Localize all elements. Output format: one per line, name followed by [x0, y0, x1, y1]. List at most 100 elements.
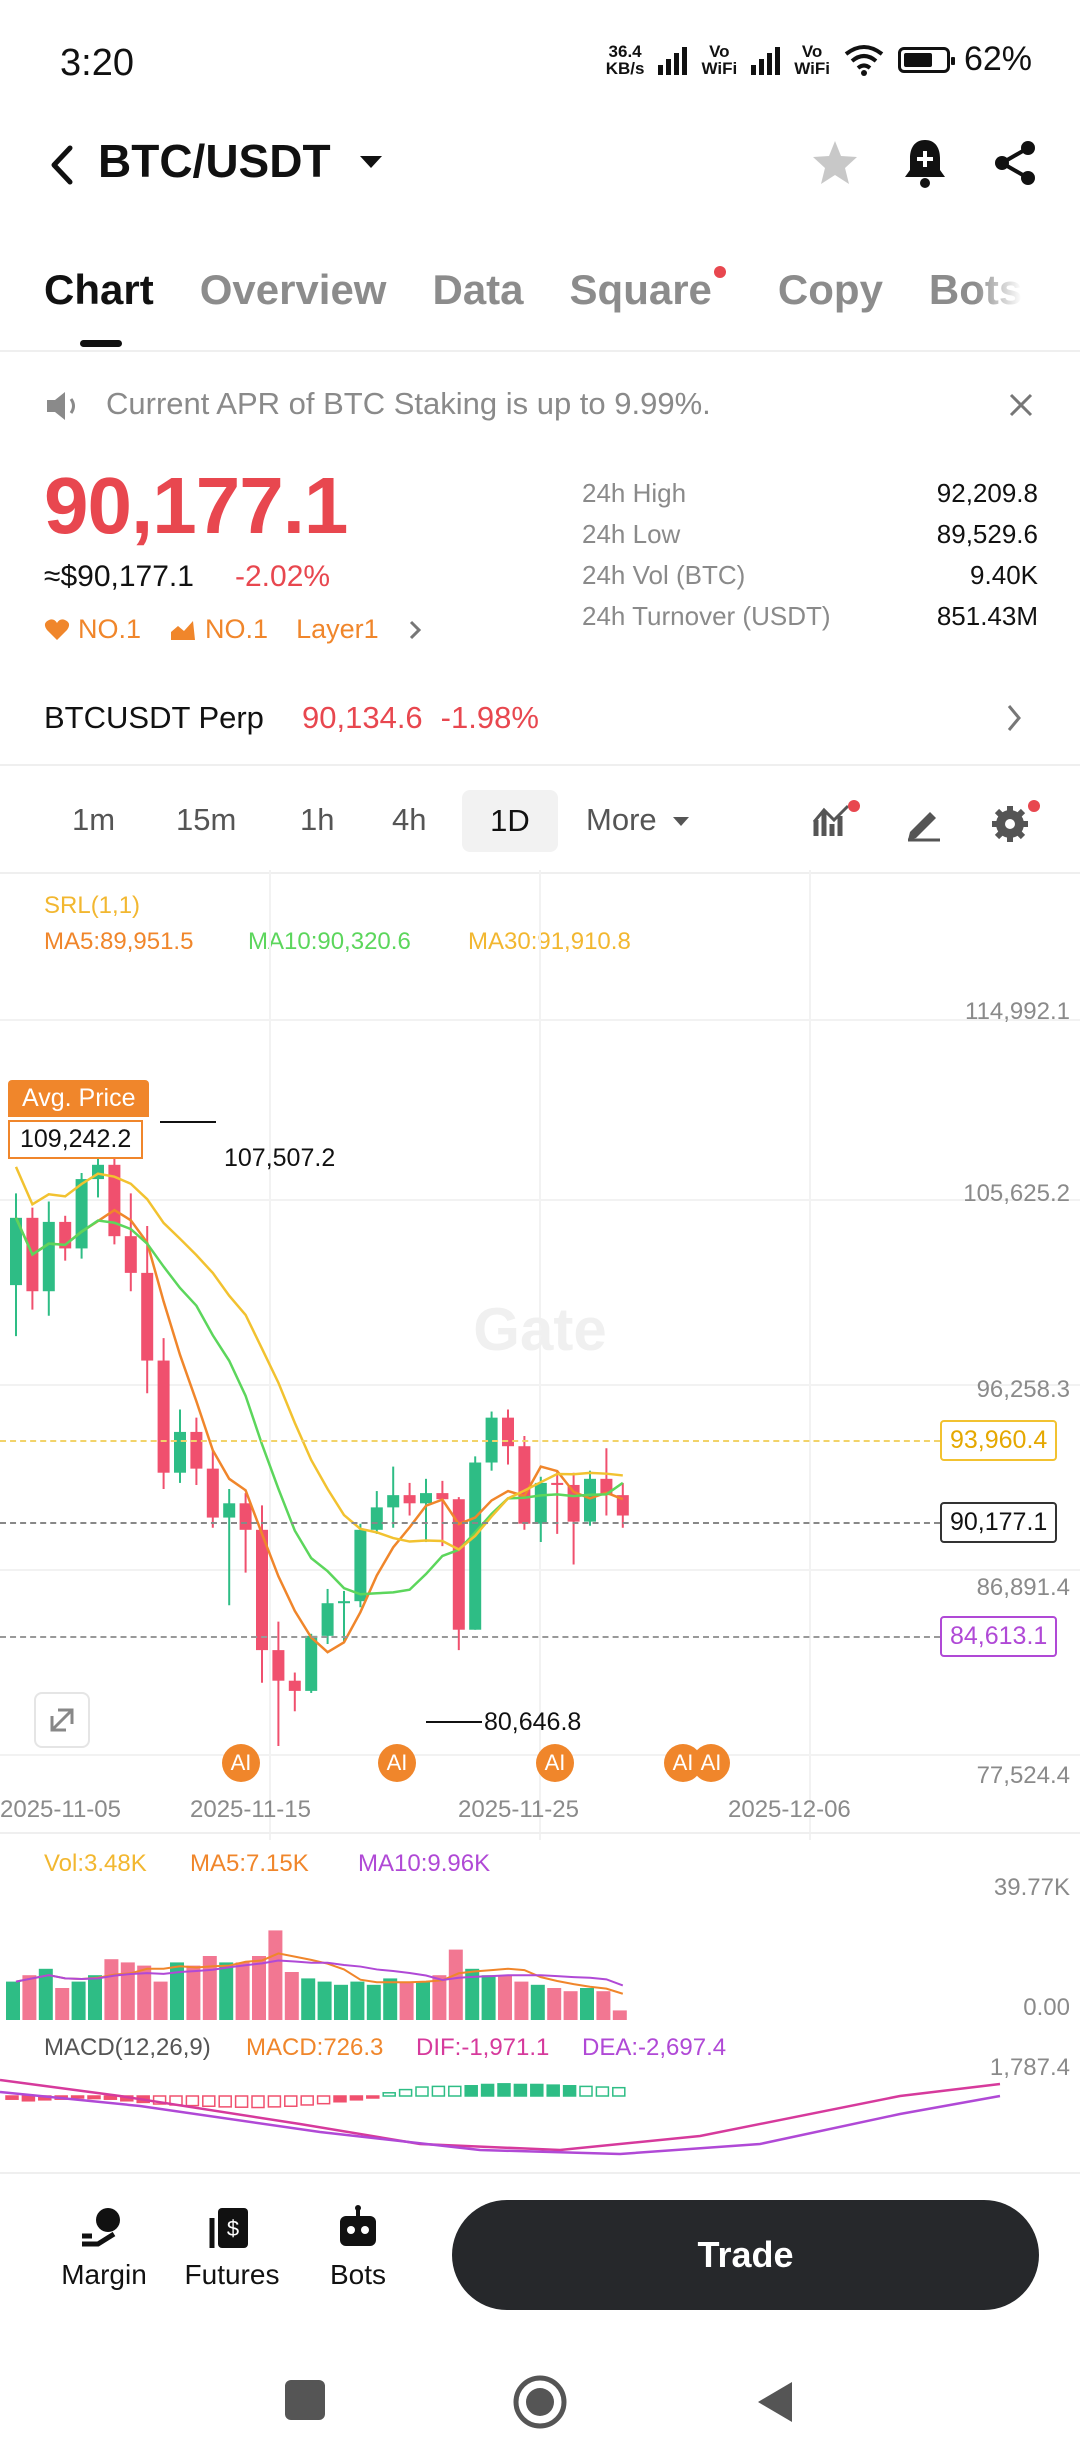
- volume-bar: [547, 1988, 562, 2020]
- macd-bar: [546, 2084, 560, 2097]
- stat-label: 24h Vol (BTC): [582, 560, 746, 590]
- volume-bar: [399, 1981, 414, 2020]
- volume-bar: [612, 2010, 627, 2020]
- net-speed: 36.4 KB/s: [605, 41, 645, 78]
- volume-bar: [6, 1981, 20, 2020]
- macd-bar: [448, 2085, 462, 2097]
- trend-tag[interactable]: NO.1: [169, 614, 268, 645]
- candle-body: [469, 1462, 482, 1630]
- chevron-right-icon[interactable]: [1004, 702, 1024, 734]
- volume-bar: [153, 1981, 168, 2020]
- volume-bar: [317, 1981, 332, 2020]
- indicator-icon[interactable]: [812, 800, 864, 844]
- divider: [0, 1832, 1080, 1834]
- perp-price[interactable]: 90,134.6 -1.98%: [302, 700, 539, 736]
- stat-high: 24h High 92,209.8: [582, 478, 1038, 519]
- rank-tag[interactable]: NO.1: [44, 614, 141, 645]
- announcement-text[interactable]: Current APR of BTC Staking is up to 9.99…: [106, 386, 711, 421]
- nav-bots[interactable]: Bots: [298, 2204, 418, 2291]
- ma30-line: [14, 1166, 623, 1551]
- y-axis-label: 77,524.4: [976, 1762, 1070, 1789]
- x-axis-label: 2025-12-06: [728, 1796, 851, 1823]
- candle-body: [223, 1503, 236, 1518]
- stat-label: 24h Turnover (USDT): [582, 601, 831, 631]
- macd-dea: DEA:-2,697.4: [582, 2034, 727, 2061]
- volume-bar: [170, 1962, 184, 2020]
- tab-copy[interactable]: Copy: [777, 266, 883, 313]
- x-axis-label: 2025-11-25: [458, 1796, 579, 1823]
- watermark-logo: Gate: [473, 1296, 606, 1363]
- chevron-right-icon[interactable]: [407, 618, 423, 642]
- macd-legend: MACD(12,26,9): [44, 2034, 211, 2061]
- gear-icon[interactable]: [990, 800, 1042, 844]
- ai-signal-badge[interactable]: AI: [692, 1744, 730, 1782]
- candle-body: [551, 1482, 564, 1485]
- back-arrow-icon[interactable]: [42, 140, 82, 190]
- volume-bar: [334, 1984, 348, 2020]
- interval-1h[interactable]: 1h: [300, 802, 335, 837]
- divider: [0, 350, 1080, 352]
- ai-signal-badge[interactable]: AI: [222, 1744, 260, 1782]
- category-tag[interactable]: Layer1: [296, 614, 379, 644]
- nav-bots-label: Bots: [329, 2259, 387, 2290]
- trend-tag-label: NO.1: [205, 614, 269, 644]
- ai-signal-badge[interactable]: AI: [378, 1744, 416, 1782]
- fiat-price: ≈$90,177.1: [44, 560, 194, 593]
- chevron-down-icon[interactable]: [360, 156, 382, 168]
- volume-bar: [22, 1975, 37, 2020]
- candle-body: [256, 1529, 268, 1651]
- trade-button[interactable]: Trade: [452, 2200, 1039, 2310]
- avg-price-label: Avg. Price: [8, 1080, 150, 1117]
- stat-label: 24h High: [582, 478, 687, 508]
- candlestick-chart[interactable]: Gate: [0, 870, 1080, 1840]
- bell-plus-icon[interactable]: [900, 136, 950, 190]
- tab-data[interactable]: Data: [432, 266, 524, 313]
- candle-body: [157, 1360, 170, 1473]
- macd-bar: [562, 2085, 577, 2097]
- tab-overview[interactable]: Overview: [199, 266, 387, 313]
- last-price: 90,177.1: [44, 461, 348, 550]
- x-axis-label: 2025-11-15: [190, 1796, 311, 1823]
- volume-bar: [268, 1930, 283, 2020]
- nav-futures[interactable]: $ Futures: [172, 2204, 292, 2291]
- macd-chart: [0, 2078, 1001, 2156]
- candle-body: [239, 1503, 252, 1530]
- macd-bar: [579, 2085, 593, 2097]
- perp-label[interactable]: BTCUSDT Perp: [44, 700, 264, 735]
- close-icon[interactable]: [1006, 390, 1036, 420]
- interval-more-label: More: [586, 802, 657, 837]
- back-nav-icon[interactable]: [752, 2378, 798, 2426]
- recents-icon[interactable]: [285, 2380, 325, 2420]
- vol-axis-max: 39.77K: [993, 1874, 1070, 1901]
- interval-4h[interactable]: 4h: [392, 802, 427, 837]
- draw-pen-icon[interactable]: [904, 802, 944, 842]
- speaker-icon: [47, 392, 75, 420]
- price-change: -2.02%: [235, 560, 331, 593]
- tab-chart[interactable]: Chart: [44, 266, 154, 313]
- interval-more[interactable]: More: [586, 790, 690, 850]
- interval-1d[interactable]: 1D: [462, 790, 558, 852]
- interval-15m[interactable]: 15m: [176, 802, 237, 837]
- macd-bar: [21, 2095, 36, 2102]
- pair-selector[interactable]: BTC/USDT: [98, 135, 331, 187]
- macd-bar: [513, 2083, 528, 2097]
- macd-bar: [185, 2095, 200, 2107]
- low-marker: 80,646.8: [484, 1708, 582, 1736]
- vol-legend: Vol:3.48K: [44, 1850, 147, 1877]
- interval-1m[interactable]: 1m: [72, 802, 116, 837]
- volume-bar: [38, 1968, 53, 2020]
- heart-icon: [44, 618, 70, 640]
- candle-body: [321, 1603, 334, 1636]
- nav-margin[interactable]: Margin: [44, 2204, 164, 2291]
- volume-bar: [202, 1956, 217, 2020]
- home-icon[interactable]: [512, 2374, 568, 2430]
- y-axis-label: 105,625.2: [963, 1180, 1070, 1207]
- tab-square[interactable]: Square: [570, 266, 726, 314]
- ai-signal-badge[interactable]: AI: [536, 1744, 574, 1782]
- fullscreen-button[interactable]: [34, 1692, 90, 1748]
- star-icon[interactable]: [810, 138, 860, 188]
- tag-row[interactable]: NO.1 NO.1 Layer1: [44, 614, 423, 645]
- share-icon[interactable]: [990, 138, 1040, 188]
- tab-bots[interactable]: Bots: [928, 266, 1023, 313]
- candle-body: [452, 1499, 465, 1630]
